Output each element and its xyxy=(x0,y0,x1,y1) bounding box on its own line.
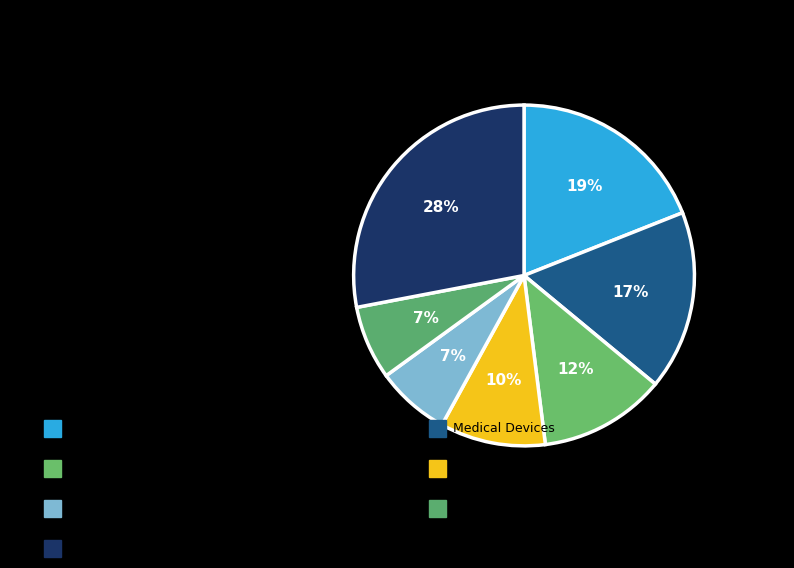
Text: Medical Devices: Medical Devices xyxy=(453,423,554,435)
Text: 7%: 7% xyxy=(413,311,438,325)
Text: Telehealth: Telehealth xyxy=(67,502,132,515)
Text: Pharmaceuticals: Pharmaceuticals xyxy=(67,542,172,554)
Text: 28%: 28% xyxy=(423,199,460,215)
Text: 12%: 12% xyxy=(557,362,594,377)
Text: Digital Health: Digital Health xyxy=(67,423,153,435)
Wedge shape xyxy=(524,105,683,275)
Text: 10%: 10% xyxy=(486,373,522,389)
Text: 17%: 17% xyxy=(612,285,648,300)
Wedge shape xyxy=(524,213,695,384)
Wedge shape xyxy=(442,275,545,446)
Wedge shape xyxy=(386,275,524,425)
Text: Diagnostics: Diagnostics xyxy=(453,502,526,515)
Text: Biotechnology: Biotechnology xyxy=(67,462,156,475)
Wedge shape xyxy=(524,275,655,445)
Wedge shape xyxy=(353,105,524,307)
Text: 19%: 19% xyxy=(566,179,603,194)
Wedge shape xyxy=(357,275,524,375)
Text: Health IT: Health IT xyxy=(453,462,509,475)
Text: 7%: 7% xyxy=(440,349,466,364)
